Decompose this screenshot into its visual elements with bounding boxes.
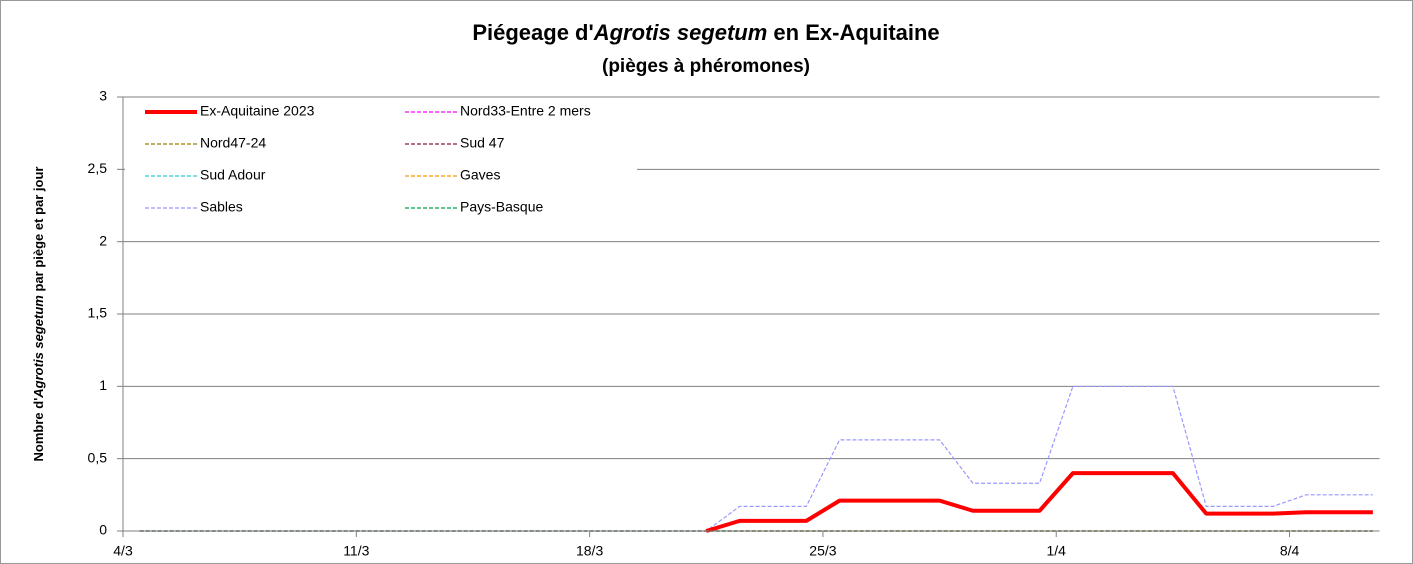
y-tick-label: 3 (99, 88, 107, 104)
chart-title: Piégeage d'Agrotis segetum en Ex-Aquitai… (472, 20, 939, 45)
y-label-part: Agrotis segetum (31, 295, 46, 399)
legend-label: Sables (200, 199, 243, 215)
x-tick-label: 11/3 (343, 543, 369, 559)
title-part: Piégeage d' (472, 20, 593, 45)
legend-label: Gaves (460, 167, 500, 183)
title-part: en Ex-Aquitaine (767, 20, 939, 45)
x-tick-label: 18/3 (576, 543, 603, 559)
y-tick-label: 2 (99, 232, 107, 248)
x-tick-label: 4/3 (113, 543, 133, 559)
series-line (705, 471, 1373, 533)
y-label-part: Nombre d' (31, 398, 46, 462)
legend-label: Sud Adour (200, 167, 266, 183)
legend-background (125, 99, 637, 223)
x-tick-label: 25/3 (809, 543, 836, 559)
x-tick-label: 1/4 (1047, 543, 1067, 559)
y-axis-label: Nombre d'Agrotis segetum par piège et pa… (31, 167, 46, 462)
y-tick-label: 0 (99, 522, 107, 538)
legend-label: Sud 47 (460, 135, 505, 151)
x-tick-label: 8/4 (1280, 543, 1300, 559)
y-label-part: par piège et par jour (31, 167, 46, 296)
legend-label: Pays-Basque (460, 199, 543, 215)
legend-label: Nord33-Entre 2 mers (460, 103, 591, 119)
chart-subtitle: (pièges à phéromones) (602, 56, 810, 77)
title-part: Agrotis segetum (593, 20, 768, 45)
legend-label: Ex-Aquitaine 2023 (200, 103, 315, 119)
y-tick-label: 1 (99, 377, 107, 393)
y-tick-label: 0,5 (88, 449, 108, 465)
y-tick-label: 1,5 (88, 305, 108, 321)
legend-label: Nord47-24 (200, 135, 266, 151)
y-tick-label: 2,5 (88, 160, 108, 176)
